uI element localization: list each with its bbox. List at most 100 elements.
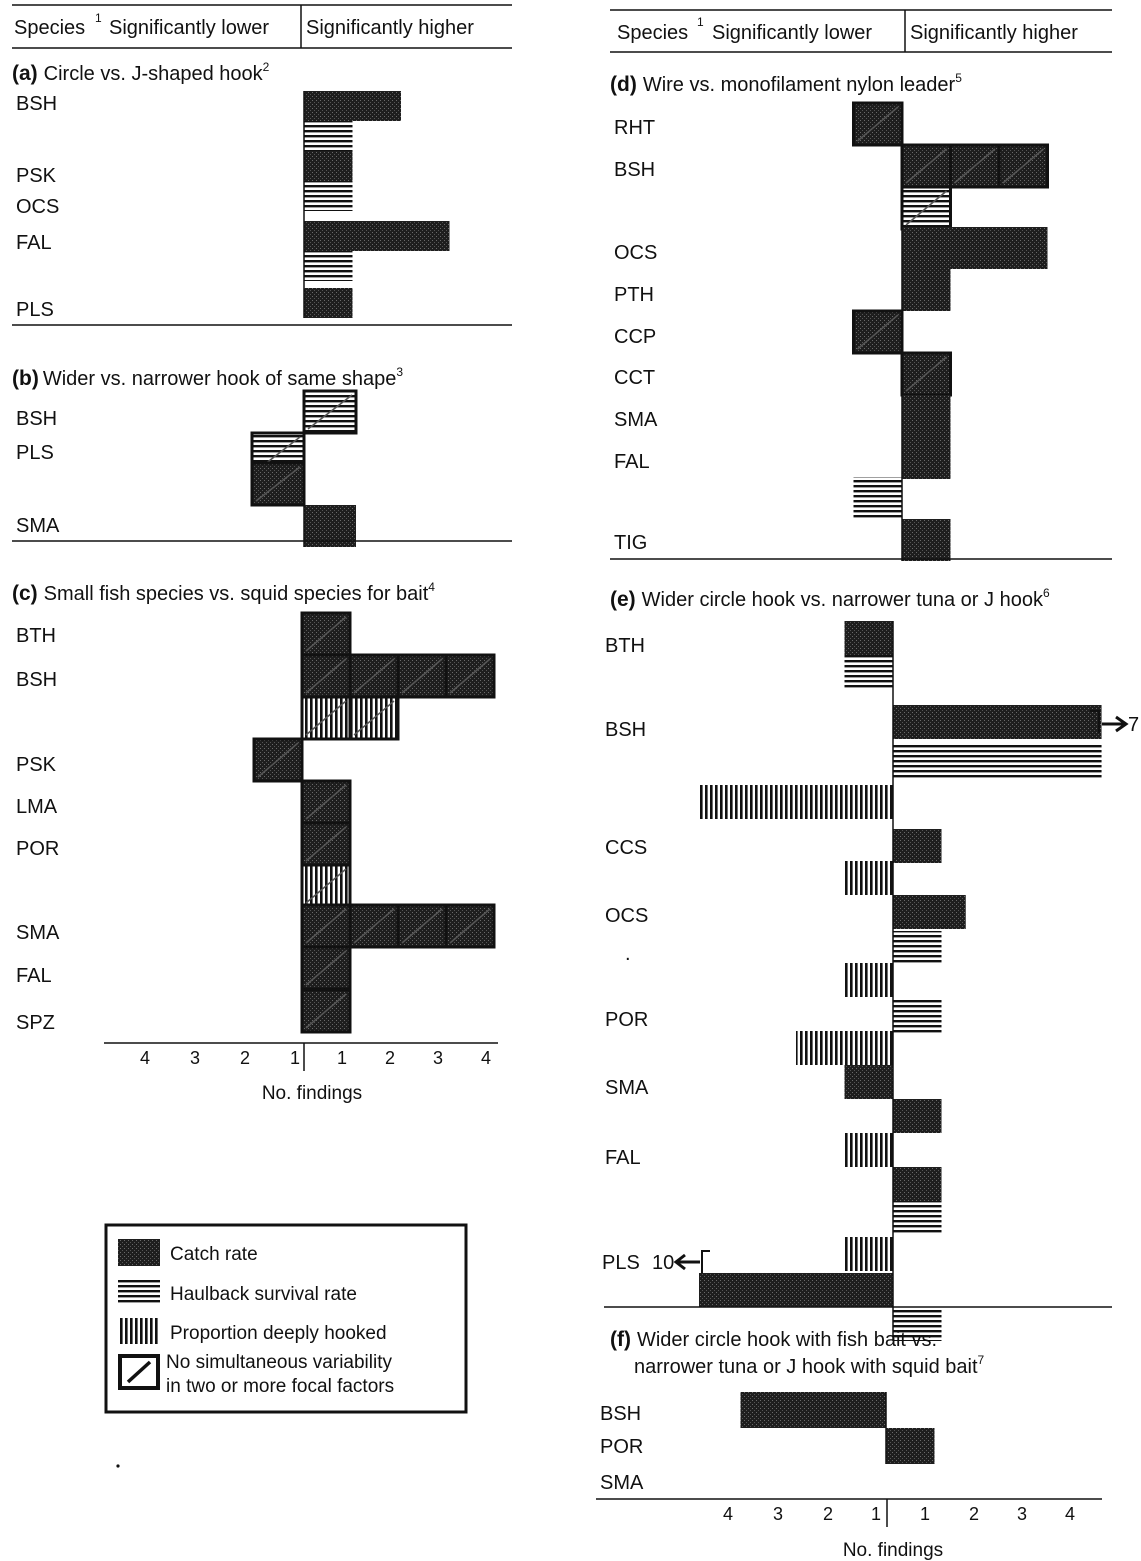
bar-survival [893, 1201, 942, 1235]
no-simultaneous-diagonal [401, 908, 443, 944]
bar-catch [893, 895, 966, 929]
bar-catch [304, 505, 356, 547]
species-label: . [625, 943, 631, 965]
species-label: SMA [16, 922, 60, 944]
species-label: PLS [602, 1252, 640, 1274]
tick-label: 2 [969, 1504, 979, 1524]
panel-d-bars [852, 101, 1049, 561]
bar-survival [304, 121, 353, 151]
overflow-label: 7 [1128, 714, 1139, 736]
header-left: Species 1 Significantly lower Significan… [12, 4, 512, 49]
species-label: POR [600, 1436, 643, 1458]
bar-deep [796, 1031, 893, 1065]
species-label: BTH [605, 635, 645, 657]
panel-a-bars [303, 91, 450, 318]
overflow-indicator-bsh: 7 [1090, 710, 1139, 736]
header-lower: Significantly lower [109, 17, 269, 39]
header-right: Species 1 Significantly lower Significan… [610, 9, 1112, 53]
header-species: Species [14, 17, 85, 39]
tick-label: 1 [290, 1048, 300, 1068]
x-axis-ticks: 4 3 2 1 1 2 3 4 [140, 1048, 491, 1068]
legend-swatch-nosim-diagonal [126, 1360, 152, 1384]
species-label: CCS [605, 837, 647, 859]
tick-label: 3 [190, 1048, 200, 1068]
tick-label: 3 [433, 1048, 443, 1068]
right-column: Species 1 Significantly lower Significan… [596, 9, 1139, 1561]
panel-c: (c) Small fish species vs. squid species … [12, 580, 498, 1104]
tick-label: 2 [385, 1048, 395, 1068]
no-simultaneous-diagonal [305, 993, 347, 1029]
overflow-indicator-pls: 10 [652, 1250, 710, 1274]
no-simultaneous-diagonal [1002, 148, 1044, 184]
panel-e-bars [699, 621, 1102, 1341]
tick-label: 3 [1017, 1504, 1027, 1524]
bar-survival [844, 655, 893, 689]
no-simultaneous-diagonal [449, 658, 491, 694]
header-higher: Significantly higher [910, 22, 1078, 44]
species-label: SMA [600, 1472, 644, 1494]
species-label: BSH [600, 1403, 641, 1425]
bar-catch [902, 269, 951, 311]
no-simultaneous-diagonal [954, 148, 996, 184]
tick-label: 2 [240, 1048, 250, 1068]
species-label: CCT [614, 367, 655, 389]
bar-catch [893, 1167, 942, 1201]
no-simultaneous-diagonal [353, 700, 395, 736]
bar-catch [893, 829, 942, 863]
bar-catch [902, 519, 951, 561]
no-simultaneous-frame [997, 143, 1049, 189]
bar-survival [893, 999, 942, 1033]
bar-survival [893, 1307, 942, 1341]
header-lower: Significantly lower [712, 22, 872, 44]
panel-f-title-line1: (f) Wider circle hook with fish bait vs. [610, 1328, 937, 1351]
panel-b-title: (b) Wider vs. narrower hook of same shape… [12, 365, 403, 390]
tick-label: 2 [823, 1504, 833, 1524]
species-label: BTH [16, 625, 56, 647]
no-simultaneous-diagonal [307, 394, 353, 430]
species-label: PSK [16, 754, 57, 776]
legend-label-catch: Catch rate [170, 1244, 258, 1265]
tick-label: 4 [1065, 1504, 1075, 1524]
no-simultaneous-diagonal [905, 190, 947, 226]
species-label: SMA [605, 1077, 649, 1099]
x-axis-label: No. findings [843, 1540, 943, 1561]
species-label: OCS [605, 905, 648, 927]
panel-d-title: (d) Wire vs. monofilament nylon leader5 [610, 71, 962, 96]
species-label: OCS [614, 242, 657, 264]
species-label: PLS [16, 442, 54, 464]
bar-catch [699, 1273, 893, 1307]
bar-catch [902, 395, 951, 437]
species-label: TIG [614, 532, 647, 554]
species-label: LMA [16, 796, 58, 818]
no-simultaneous-frame [444, 653, 496, 699]
panel-f: (f) Wider circle hook with fish bait vs. … [596, 1328, 1102, 1561]
species-label: BSH [614, 159, 655, 181]
no-simultaneous-diagonal [305, 868, 347, 904]
no-simultaneous-diagonal [905, 148, 947, 184]
panel-d: (d) Wire vs. monofilament nylon leader5 R… [610, 71, 1112, 561]
species-label: BSH [16, 669, 57, 691]
species-label: POR [16, 838, 59, 860]
species-label: BSH [605, 719, 646, 741]
bar-deep [844, 861, 893, 895]
panel-c-title: (c) Small fish species vs. squid species … [12, 580, 435, 605]
species-label: BSH [16, 408, 57, 430]
no-simultaneous-diagonal [305, 784, 347, 820]
panel-e: (e) Wider circle hook vs. narrower tuna o… [602, 586, 1139, 1341]
species-label: FAL [16, 232, 52, 254]
tick-label: 3 [773, 1504, 783, 1524]
panel-c-bars [252, 611, 496, 1034]
overflow-label: 10 [652, 1252, 674, 1274]
panel-a-title: (a) Circle vs. J-shaped hook2 [12, 60, 270, 85]
bar-catch [304, 221, 450, 251]
species-label: PTH [614, 284, 654, 306]
tick-label: 1 [920, 1504, 930, 1524]
legend-label-survival: Haulback survival rate [170, 1284, 357, 1305]
no-simultaneous-diagonal [449, 908, 491, 944]
tick-label: 4 [140, 1048, 150, 1068]
bar-catch [740, 1392, 886, 1428]
header-higher: Significantly higher [306, 17, 474, 39]
no-simultaneous-diagonal [305, 908, 347, 944]
no-simultaneous-diagonal [305, 616, 347, 652]
